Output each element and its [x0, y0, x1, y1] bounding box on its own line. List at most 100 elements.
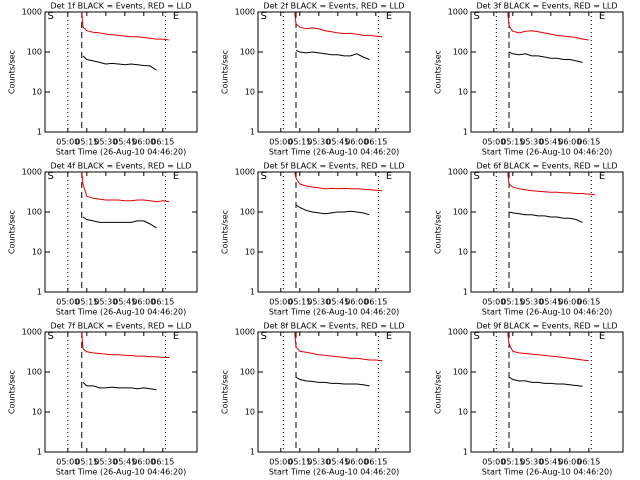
annotation: S — [261, 171, 267, 182]
y-tick-label: 100 — [240, 208, 255, 217]
y-tick-label: 1000 — [235, 168, 255, 177]
y-tick-label: 10 — [245, 88, 255, 97]
plot-frame — [44, 171, 198, 293]
chart-title: Det 6f BLACK = Events, RED = LLD — [476, 162, 617, 171]
chart-panel: Det 8f BLACK = Events, RED = LLD 1 10 100 10… — [221, 322, 411, 477]
x-tick-label: 06:00 — [558, 138, 581, 147]
annotation: E — [599, 331, 605, 342]
x-tick-label: 06:00 — [345, 138, 368, 147]
series-line — [295, 49, 370, 60]
x-tick-label: 05:30 — [520, 138, 543, 147]
x-tick-label: 05:45 — [326, 298, 349, 307]
x-tick-label: 05:15 — [288, 298, 311, 307]
plot-frame — [470, 331, 624, 453]
y-tick-label: 1 — [463, 448, 468, 457]
chart-panel: Det 2f BLACK = Events, RED = LLD 1 10 100 10… — [221, 2, 411, 157]
plot-frame — [257, 331, 411, 453]
chart-title: Det 8f BLACK = Events, RED = LLD — [263, 322, 404, 331]
annotation: E — [173, 171, 179, 182]
x-tick-label: 05:45 — [326, 138, 349, 147]
annotation: S — [474, 331, 480, 342]
x-tick-label: 05:30 — [94, 458, 117, 467]
x-tick-label: 05:45 — [113, 138, 136, 147]
annotation: S — [48, 11, 54, 22]
y-axis-label: Counts/sec — [221, 370, 230, 414]
x-tick-label: 05:00 — [269, 458, 292, 467]
x-tick-label: 05:15 — [75, 458, 98, 467]
x-axis-label: Start Time (26-Aug-10 04:46:20) — [56, 468, 187, 477]
x-tick-label: 06:00 — [345, 458, 368, 467]
series-line — [81, 11, 170, 41]
x-tick-label: 05:00 — [269, 298, 292, 307]
y-tick-label: 10 — [458, 248, 468, 257]
x-tick-label: 05:00 — [482, 458, 505, 467]
plot-frame — [257, 171, 411, 293]
x-tick-label: 05:00 — [56, 458, 79, 467]
series-line — [507, 171, 596, 196]
y-axis-label: Counts/sec — [221, 50, 230, 94]
series-line — [81, 171, 170, 203]
annotation: E — [173, 331, 179, 342]
y-tick-label: 10 — [458, 408, 468, 417]
y-tick-label: 10 — [458, 88, 468, 97]
x-tick-label: 06:15 — [151, 298, 174, 307]
x-tick-label: 06:00 — [132, 458, 155, 467]
y-tick-label: 100 — [27, 208, 42, 217]
annotation: E — [599, 11, 605, 22]
chart-panel: Det 6f BLACK = Events, RED = LLD 1 10 100 10… — [434, 162, 624, 317]
chart-title: Det 9f BLACK = Events, RED = LLD — [476, 322, 617, 331]
x-tick-label: 05:15 — [75, 298, 98, 307]
y-tick-label: 1000 — [448, 8, 468, 17]
plot-frame — [44, 331, 198, 453]
series-line — [295, 376, 370, 387]
x-tick-label: 05:30 — [520, 298, 543, 307]
x-axis-label: Start Time (26-Aug-10 04:46:20) — [482, 148, 613, 157]
x-axis-label: Start Time (26-Aug-10 04:46:20) — [269, 308, 400, 317]
y-tick-label: 1000 — [22, 328, 42, 337]
x-tick-label: 05:30 — [520, 458, 543, 467]
x-tick-label: 06:15 — [577, 138, 600, 147]
y-tick-label: 10 — [245, 248, 255, 257]
y-tick-label: 1000 — [235, 8, 255, 17]
chart-title: Det 7f BLACK = Events, RED = LLD — [50, 322, 191, 331]
y-tick-label: 1 — [463, 288, 468, 297]
series-line — [508, 51, 583, 63]
x-tick-label: 06:15 — [151, 458, 174, 467]
x-tick-label: 06:00 — [558, 298, 581, 307]
annotation: E — [386, 171, 392, 182]
x-tick-label: 05:30 — [94, 138, 117, 147]
y-tick-label: 1 — [37, 288, 42, 297]
y-tick-label: 100 — [453, 48, 468, 57]
series-line — [82, 216, 157, 229]
chart-panel: Det 5f BLACK = Events, RED = LLD 1 10 100 10… — [221, 162, 411, 317]
chart-panel: Det 9f BLACK = Events, RED = LLD 1 10 100 10… — [434, 322, 624, 477]
y-tick-label: 1000 — [448, 328, 468, 337]
annotation: S — [474, 11, 480, 22]
y-axis-label: Counts/sec — [434, 210, 443, 254]
x-tick-label: 06:00 — [558, 458, 581, 467]
x-tick-label: 06:15 — [364, 298, 387, 307]
plot-frame — [44, 11, 198, 133]
chart-panel: Det 7f BLACK = Events, RED = LLD 1 10 100 10… — [8, 322, 198, 477]
x-tick-label: 06:15 — [577, 298, 600, 307]
y-tick-label: 1 — [250, 448, 255, 457]
y-tick-label: 1000 — [22, 168, 42, 177]
y-tick-label: 1 — [463, 128, 468, 137]
x-tick-label: 06:15 — [364, 138, 387, 147]
x-tick-label: 05:45 — [539, 298, 562, 307]
x-tick-label: 05:15 — [288, 138, 311, 147]
y-tick-label: 1000 — [22, 8, 42, 17]
chart-title: Det 1f BLACK = Events, RED = LLD — [50, 2, 191, 11]
y-tick-label: 100 — [240, 368, 255, 377]
x-tick-label: 05:45 — [326, 458, 349, 467]
x-tick-label: 06:15 — [151, 138, 174, 147]
annotation: S — [48, 171, 54, 182]
x-tick-label: 05:15 — [501, 138, 524, 147]
x-tick-label: 05:30 — [307, 138, 330, 147]
y-axis-label: Counts/sec — [8, 50, 17, 94]
series-line — [294, 331, 383, 362]
y-tick-label: 1 — [37, 448, 42, 457]
x-tick-label: 06:15 — [364, 458, 387, 467]
x-tick-label: 05:00 — [56, 138, 79, 147]
